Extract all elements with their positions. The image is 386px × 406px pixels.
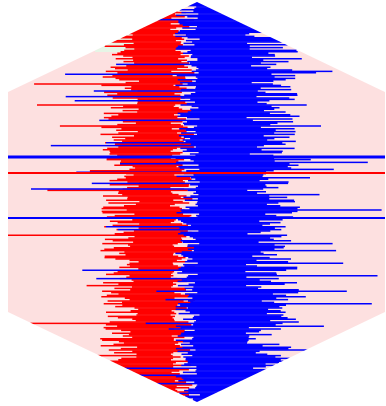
hexagon-background <box>8 2 385 402</box>
